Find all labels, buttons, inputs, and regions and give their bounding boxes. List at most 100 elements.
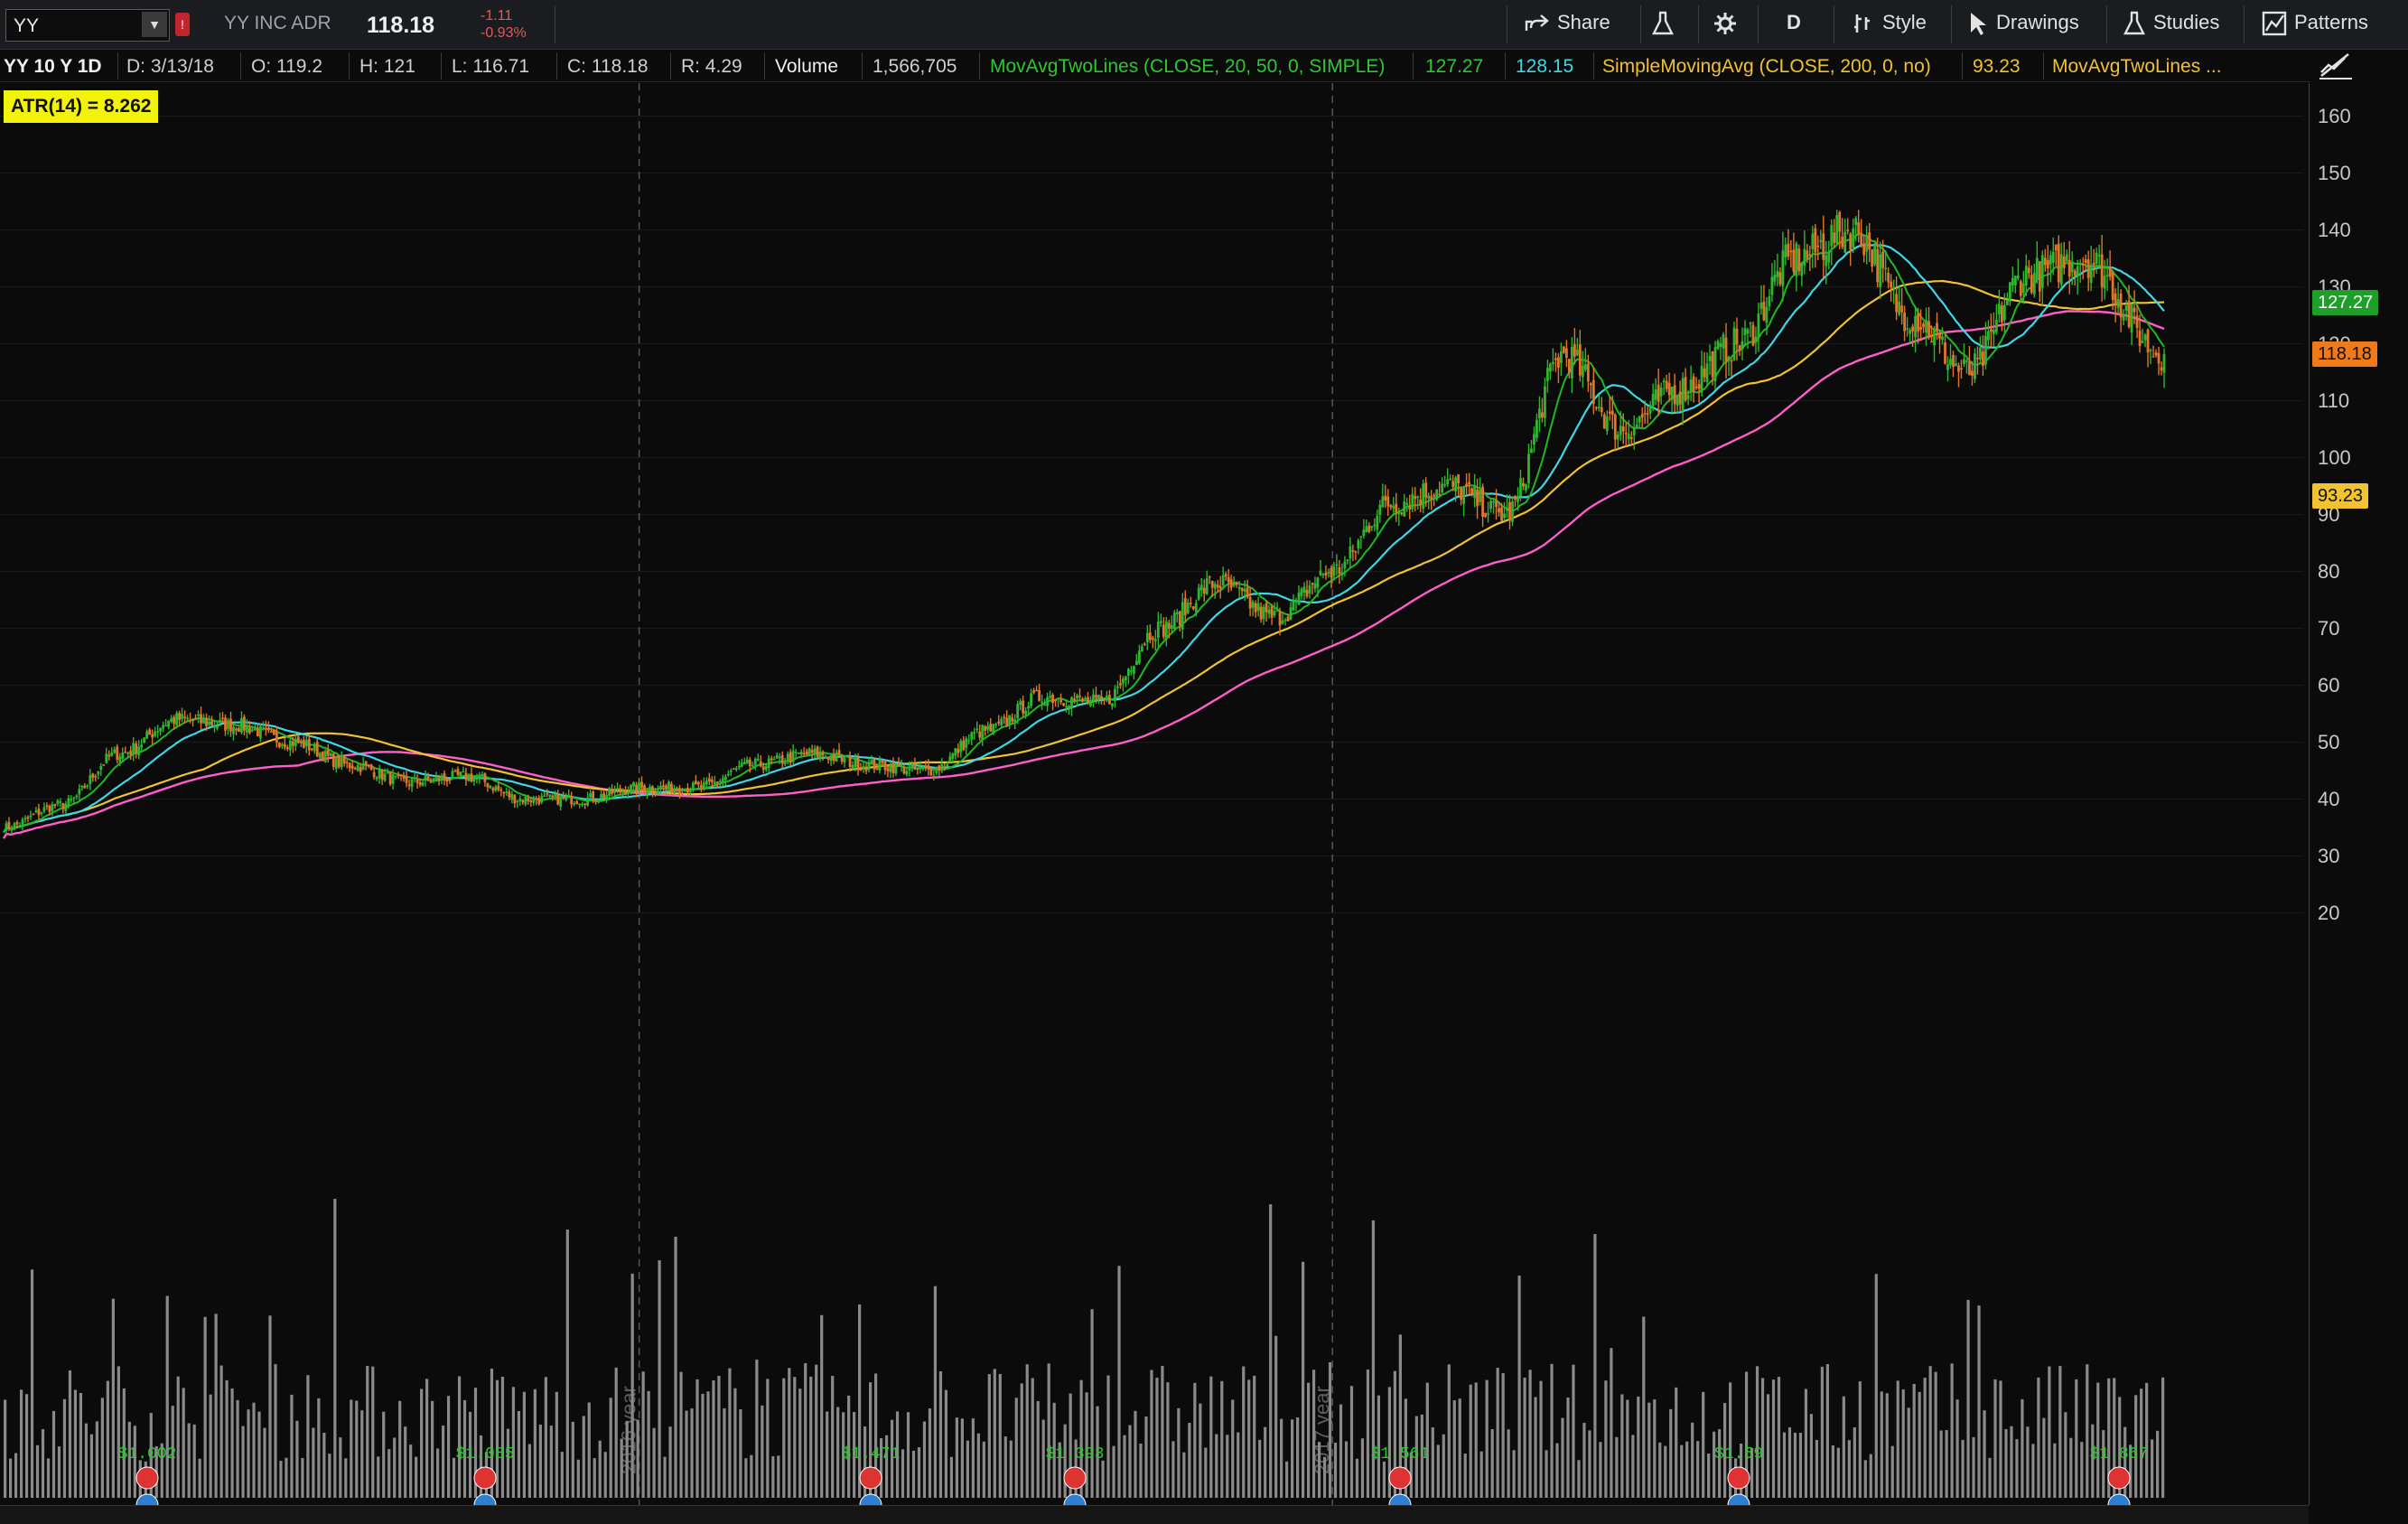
candle-body — [334, 756, 338, 769]
symbol-input[interactable]: YY ▼ — [5, 9, 170, 42]
candle-body — [1156, 622, 1160, 639]
volume-bar — [658, 1260, 661, 1498]
bar-close: C: 118.18 — [567, 56, 649, 77]
candle-body — [116, 746, 119, 761]
candle-body — [1479, 490, 1481, 502]
candle-body — [1248, 597, 1252, 609]
studies-button[interactable]: Studies — [2123, 11, 2219, 38]
candle-body — [1213, 584, 1217, 589]
volume-bar — [1360, 1438, 1365, 1498]
volume-bar — [549, 1426, 553, 1498]
style-label: Style — [1882, 11, 1927, 33]
candle-body — [302, 739, 305, 748]
candle-body — [510, 793, 514, 800]
candle-body — [1862, 243, 1866, 256]
candle-body — [1778, 272, 1782, 285]
candle-body — [178, 713, 181, 721]
candle-body — [1684, 377, 1687, 401]
candle-body — [1927, 321, 1930, 338]
flask-button[interactable] — [1651, 11, 1682, 38]
volume-bar — [522, 1391, 526, 1498]
info-divider — [1593, 52, 1594, 79]
volume-bar — [1063, 1424, 1067, 1498]
volume-bar — [1545, 1450, 1548, 1498]
candle-body — [1359, 536, 1363, 538]
candle-body — [640, 781, 643, 788]
volume-bar — [1713, 1431, 1716, 1498]
candle-body — [1427, 495, 1431, 499]
volume-bar — [1009, 1440, 1013, 1498]
volume-bar — [1301, 1261, 1305, 1498]
candle-body — [875, 768, 879, 771]
volume-bar — [1615, 1436, 1619, 1498]
last-price-badge: 118.18 — [2312, 341, 2377, 368]
sma200-line — [2, 310, 2165, 839]
volume-bar — [404, 1426, 407, 1498]
price-axis[interactable] — [2309, 83, 2408, 1505]
chevron-down-icon[interactable]: ▼ — [142, 12, 167, 37]
candle-body — [299, 740, 303, 743]
candle-body — [1527, 453, 1530, 484]
candle-body — [657, 790, 659, 795]
drawings-button[interactable]: Drawings — [1967, 11, 2079, 38]
study-movavgtwolines-2[interactable]: MovAvgTwoLines ... — [2052, 56, 2222, 77]
candle-body — [1635, 424, 1638, 428]
candle-body — [1227, 576, 1230, 583]
ma-price-badge: 127.27 — [2312, 289, 2379, 315]
candle-body — [1643, 413, 1647, 415]
candle-body — [1857, 221, 1861, 236]
candle-body — [1944, 342, 1946, 364]
candle-body — [1424, 482, 1428, 498]
drawing-tool-icon[interactable] — [2318, 49, 2354, 81]
settings-button[interactable] — [1713, 11, 1745, 38]
candle-body — [1868, 232, 1871, 250]
candle-body — [764, 765, 768, 771]
volume-bar — [279, 1461, 283, 1498]
candle-body — [2024, 266, 2028, 285]
share-button[interactable]: Share — [1525, 11, 1610, 38]
candle-body — [1076, 695, 1078, 699]
patterns-button[interactable]: Patterns — [2262, 11, 2368, 38]
toolbar-divider — [1698, 5, 1699, 43]
candle-body — [75, 795, 79, 798]
candle-body — [329, 753, 332, 756]
volume-bar — [1496, 1368, 1499, 1498]
volume-bar — [46, 1458, 51, 1498]
candle-body — [1134, 660, 1138, 666]
alert-flag-icon[interactable]: ! — [175, 13, 190, 36]
volume-bar — [1750, 1447, 1754, 1498]
candle-body — [1841, 236, 1844, 248]
candle-body — [2065, 254, 2068, 262]
chart-period[interactable]: YY 10 Y 1D — [4, 56, 102, 77]
candle-body — [692, 782, 695, 790]
study-movavgtwolines[interactable]: MovAvgTwoLines (CLOSE, 20, 50, 0, SIMPLE… — [990, 56, 1386, 77]
volume-bar — [744, 1458, 748, 1498]
earnings-markers: $1.002 $1.085 $1.471 $1.393 $1.561 $1.59 $1.86… — [118, 1445, 2148, 1505]
candle-body — [1503, 513, 1506, 519]
candle-body — [1535, 419, 1538, 438]
style-button[interactable]: Style — [1852, 11, 1927, 38]
candle-body — [1005, 717, 1009, 726]
volume-bar — [1809, 1414, 1814, 1498]
volume-bar — [1723, 1403, 1727, 1498]
candle-body — [570, 796, 574, 805]
candle-body — [235, 728, 238, 731]
candle-body — [997, 721, 1001, 724]
volume-bar — [1199, 1403, 1202, 1498]
price-chart[interactable]: 2016 year 2017 year $1.002 $1.085 $1.471 $1.… — [0, 83, 2309, 1505]
candle-body — [491, 788, 495, 791]
candle-body — [594, 800, 598, 803]
earnings-marker-icon — [473, 1466, 497, 1490]
study-sma200[interactable]: SimpleMovingAvg (CLOSE, 200, 0, no) — [1602, 56, 1931, 77]
volume-bar — [782, 1378, 786, 1498]
candle-body — [1175, 612, 1179, 614]
volume-label[interactable]: Volume — [775, 56, 839, 77]
volume-bar — [1463, 1454, 1467, 1498]
volume-bars — [4, 1199, 2165, 1498]
candle-body — [1727, 357, 1731, 361]
volume-bar — [1534, 1397, 1537, 1498]
candle-body — [2100, 254, 2104, 287]
aggregation-button[interactable]: D — [1787, 11, 1801, 33]
volume-bar — [1685, 1441, 1689, 1498]
candle-body — [1665, 380, 1668, 389]
